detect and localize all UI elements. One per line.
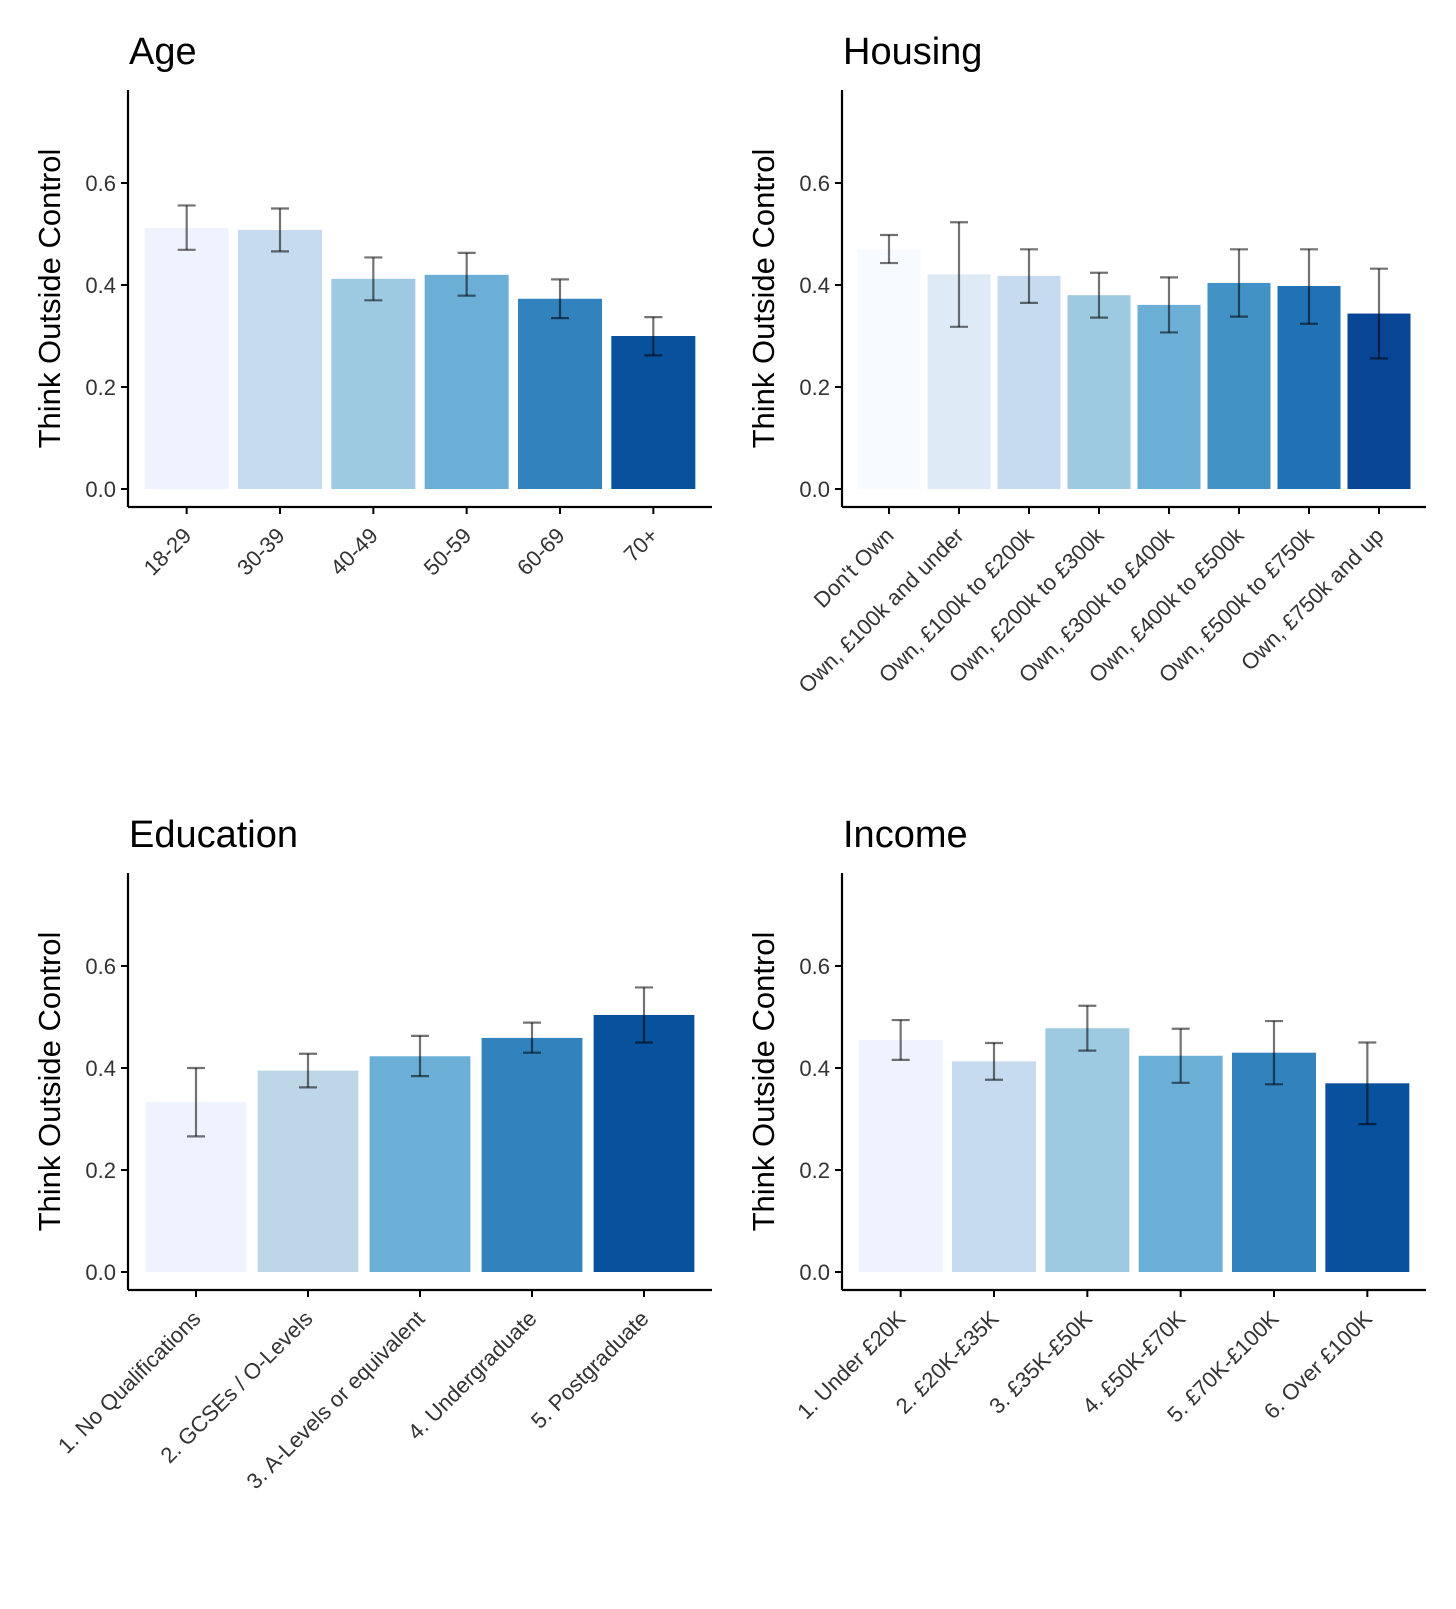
bar [593,1014,695,1272]
error-bar [985,1041,1003,1081]
error-bar [1020,248,1038,304]
bar [1138,1055,1223,1272]
bar [857,249,921,489]
x-tick-label: 50-59 [419,523,476,580]
panel-age: Age Think Outside Control 0.0 0.2 0.4 0.6 18-2… [32,31,712,580]
bar [1232,1052,1316,1272]
x-tick-label: 18-29 [139,523,196,580]
x-tick-label: 70+ [619,523,663,567]
error-bar [1160,276,1178,334]
panel-title: Housing [843,31,982,73]
x-tick-label: 3. A-Levels or equivalent [241,1306,429,1494]
error-bar [891,1018,910,1061]
y-tick-label: 0.6 [799,171,830,196]
bar [1137,304,1201,489]
bar [858,1039,943,1272]
y-axis-label: Think Outside Control [746,932,781,1232]
y-tick-label: 0.0 [799,1260,830,1285]
x-tick-label: 30-39 [232,523,289,580]
bar [257,1070,359,1272]
bar [144,227,229,489]
error-bar [644,316,663,357]
bar [481,1037,583,1272]
error-bar [1370,267,1388,360]
x-tick-label: 60-69 [512,523,569,580]
y-axis-label: Think Outside Control [32,932,67,1232]
error-bar [1358,1041,1377,1126]
y-tick-label: 0.6 [85,171,116,196]
bar [331,278,416,489]
error-bar [1265,1019,1283,1086]
y-tick-label: 0.4 [85,273,116,298]
bar [369,1056,471,1272]
error-bar [271,207,289,253]
panel-title: Age [129,31,197,73]
panel-income: Income Think Outside Control 0.0 0.2 0.4 0.6 1… [746,814,1426,1427]
panel-housing: Housing Think Outside Control 0.0 0.2 0.4 0.6… [746,31,1426,698]
y-tick-label: 0.0 [85,1260,116,1285]
y-tick-label: 0.6 [85,954,116,979]
y-tick-label: 0.0 [85,477,116,502]
y-tick-label: 0.4 [799,273,830,298]
error-bar [950,221,968,328]
error-bar [1171,1027,1190,1084]
error-bar [1300,248,1318,325]
y-axis-label: Think Outside Control [746,149,781,449]
y-tick-label: 0.6 [799,954,830,979]
y-tick-label: 0.0 [799,477,830,502]
x-tick-label: 1. Under £20K [792,1306,910,1424]
bar [518,298,602,489]
y-tick-label: 0.2 [799,1158,830,1183]
bar [1045,1028,1130,1272]
y-tick-label: 0.2 [85,1158,116,1183]
panel-title: Education [129,814,298,856]
error-bar [457,251,476,297]
error-bar [177,204,196,251]
y-axis-label: Think Outside Control [32,149,67,449]
bar [997,275,1061,489]
error-bar [1090,271,1108,319]
bar [1067,295,1131,489]
y-tick-label: 0.4 [85,1056,116,1081]
error-bar [299,1052,317,1089]
error-bar [411,1034,429,1078]
error-bar [1078,1004,1097,1052]
bar [424,274,509,489]
x-tick-label: 5. Postgraduate [526,1306,654,1434]
error-bar [187,1066,205,1138]
error-bar [551,278,569,320]
panel-title: Income [843,814,968,856]
y-tick-label: 0.2 [85,375,116,400]
error-bar [1230,248,1248,318]
bar [952,1061,1036,1272]
error-bar [523,1021,541,1054]
y-tick-label: 0.2 [799,375,830,400]
error-bar [364,256,383,302]
error-bar [880,233,898,265]
error-bar [635,986,653,1044]
x-tick-label: 40-49 [325,523,382,580]
bar [238,229,322,490]
y-tick-label: 0.4 [799,1056,830,1081]
bar [611,336,696,489]
panel-education: Education Think Outside Control 0.0 0.2 0.4 0… [32,814,712,1494]
